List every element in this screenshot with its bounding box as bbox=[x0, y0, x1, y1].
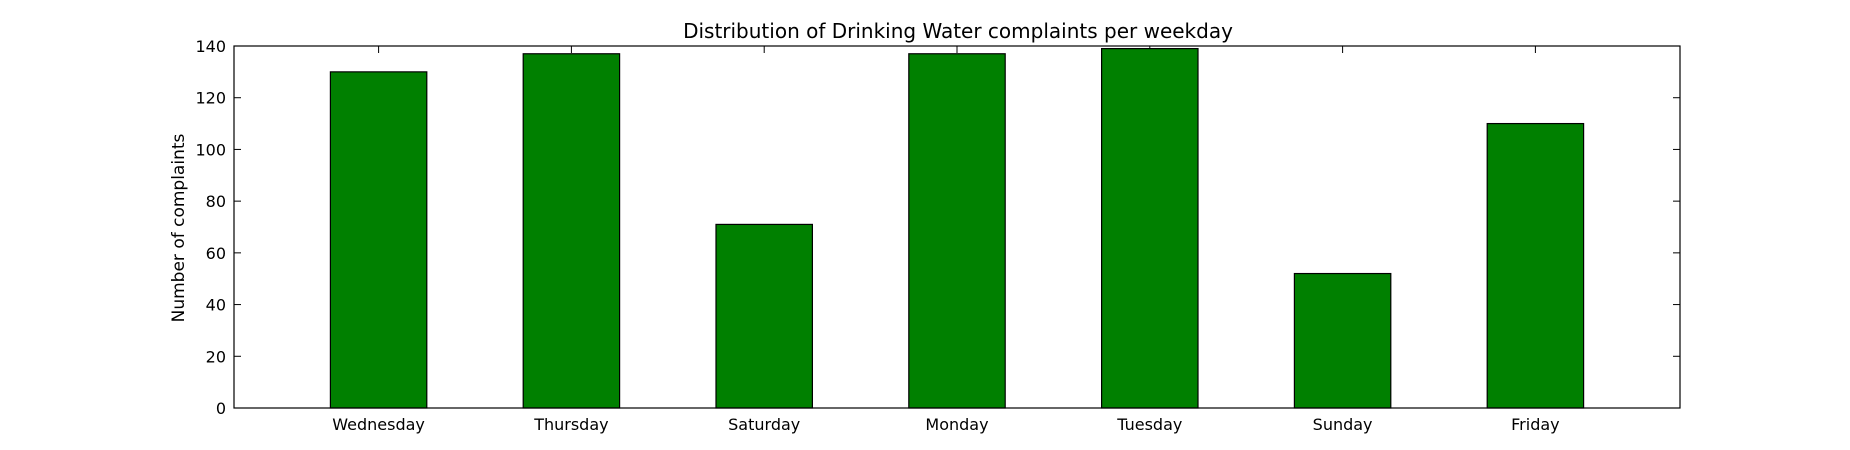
bar-sunday bbox=[1293, 272, 1392, 409]
y-axis-label: Number of complaints bbox=[169, 133, 189, 322]
y-tick-label: 60 bbox=[206, 244, 226, 263]
bar-tuesday bbox=[1100, 47, 1199, 409]
y-tick-label: 140 bbox=[195, 37, 226, 56]
x-tick-label-sunday: Sunday bbox=[1313, 415, 1373, 434]
y-axis-ticks: 0 20 40 60 80 100 120 140 bbox=[195, 37, 1680, 418]
x-axis-ticks: Wednesday Thursday Saturday Monday Tuesday Su… bbox=[332, 46, 1560, 434]
x-tick-label-tuesday: Tuesday bbox=[1116, 415, 1182, 434]
bars bbox=[329, 47, 1585, 409]
plot-area-frame bbox=[233, 45, 1681, 409]
bar-wednesday bbox=[329, 71, 428, 409]
y-tick-label: 0 bbox=[216, 399, 226, 418]
y-tick-label: 120 bbox=[195, 89, 226, 108]
y-tick-label: 80 bbox=[206, 192, 226, 211]
x-tick-label-saturday: Saturday bbox=[728, 415, 800, 434]
x-tick-label-friday: Friday bbox=[1511, 415, 1560, 434]
y-tick-label: 20 bbox=[206, 347, 226, 366]
y-tick-label: 40 bbox=[206, 296, 226, 315]
y-tick-label: 100 bbox=[195, 140, 226, 159]
bar-saturday bbox=[715, 223, 814, 409]
chart-title: Distribution of Drinking Water complaint… bbox=[683, 19, 1233, 43]
bar-friday bbox=[1486, 122, 1585, 409]
bar-monday bbox=[908, 53, 1006, 409]
x-tick-label-monday: Monday bbox=[925, 415, 988, 434]
x-tick-label-wednesday: Wednesday bbox=[332, 415, 425, 434]
x-tick-label-thursday: Thursday bbox=[533, 415, 608, 434]
bar-thursday bbox=[522, 53, 621, 409]
